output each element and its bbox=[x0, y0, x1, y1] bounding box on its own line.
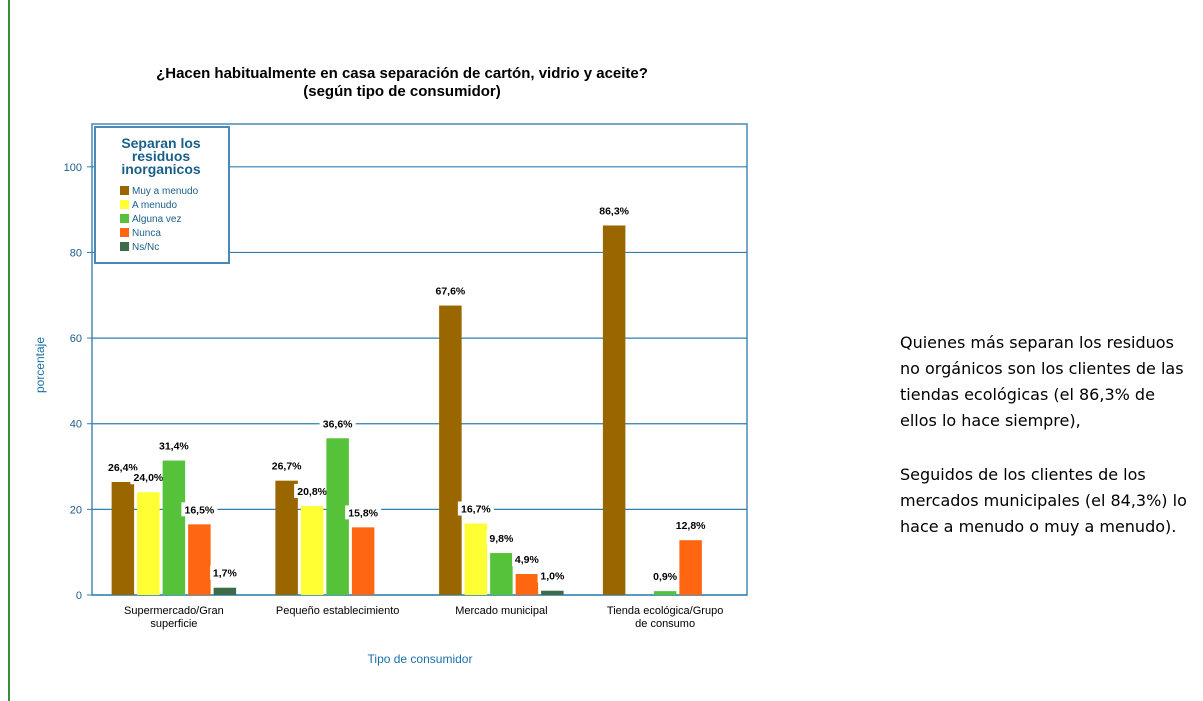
side-commentary: Quienes más separan los residuos no orgá… bbox=[900, 330, 1190, 568]
data-label-bg bbox=[181, 502, 218, 517]
commentary-paragraph-2: Seguidos de los clientes de los mercados… bbox=[900, 465, 1187, 536]
x-category-label: Pequeño establecimiento bbox=[276, 605, 400, 617]
legend-title: Separan los bbox=[121, 135, 201, 151]
bar-supermercado-nunca bbox=[188, 524, 211, 595]
y-tick-label: 40 bbox=[70, 419, 82, 431]
bar-supermercado-a-menudo bbox=[137, 492, 160, 595]
legend-swatch-alguna-vez bbox=[120, 214, 129, 223]
legend-label-nunca: Nunca bbox=[132, 228, 161, 239]
bar-supermercado-muy-a-menudo bbox=[111, 481, 135, 595]
data-label-pequeno-establecimiento-muy-a-menudo: 26,7% bbox=[272, 461, 302, 473]
data-label-supermercado-nunca: 16,5% bbox=[184, 504, 214, 516]
data-label-bg bbox=[268, 458, 305, 473]
data-label-bg bbox=[486, 531, 517, 546]
data-label-tienda-ecologica-alguna-vez: 0,9% bbox=[653, 571, 678, 583]
data-label-bg bbox=[210, 565, 240, 580]
plot-area: 02040608010026,4%24,0%31,4%16,5%1,7%Supe… bbox=[64, 123, 748, 630]
bar-tienda-ecologica-muy-a-menudo bbox=[602, 225, 626, 595]
data-label-pequeno-establecimiento-alguna-vez: 36,6% bbox=[323, 418, 353, 430]
y-tick-label: 0 bbox=[76, 590, 82, 602]
x-category-label: superficie bbox=[150, 618, 197, 630]
legend-label-muy-a-menudo: Muy a menudo bbox=[132, 186, 199, 197]
data-label-bg bbox=[537, 568, 568, 583]
data-label-tienda-ecologica-muy-a-menudo: 86,3% bbox=[599, 205, 629, 217]
bar-mercado-municipal-a-menudo bbox=[464, 523, 488, 595]
legend-label-alguna-vez: Alguna vez bbox=[132, 214, 181, 225]
data-label-supermercado-a-menudo: 24,0% bbox=[133, 472, 163, 484]
chart-title: ¿Hacen habitualmente en casa separación … bbox=[156, 65, 648, 82]
y-tick-label: 20 bbox=[70, 504, 82, 516]
bar-pequeno-establecimiento-a-menudo bbox=[300, 505, 324, 595]
data-label-tienda-ecologica-nunca: 12,8% bbox=[676, 520, 706, 532]
bar-pequeno-establecimiento-muy-a-menudo bbox=[275, 480, 298, 595]
data-label-bg bbox=[432, 283, 469, 298]
data-label-bg bbox=[457, 501, 494, 516]
x-category-label: Mercado municipal bbox=[455, 605, 547, 617]
bar-supermercado-ns-nc bbox=[213, 587, 237, 595]
data-label-bg bbox=[650, 569, 680, 584]
data-label-mercado-municipal-nunca: 4,9% bbox=[515, 554, 540, 566]
left-border-line bbox=[8, 0, 10, 701]
data-label-bg bbox=[672, 518, 709, 533]
legend-box bbox=[94, 126, 230, 264]
legend-swatch-ns-nc bbox=[120, 242, 129, 251]
legend-swatch-muy-a-menudo bbox=[120, 186, 129, 195]
x-category-label: Tienda ecológica/Grupo bbox=[607, 605, 723, 617]
bar-pequeno-establecimiento-alguna-vez bbox=[326, 438, 349, 595]
x-category-label: de consumo bbox=[635, 618, 695, 630]
legend-title: inorganicos bbox=[121, 161, 201, 177]
bar-supermercado-alguna-vez bbox=[162, 460, 186, 595]
bar-mercado-municipal-ns-nc bbox=[541, 590, 564, 595]
commentary-paragraph-1: Quienes más separan los residuos no orgá… bbox=[900, 333, 1184, 430]
data-label-bg bbox=[596, 203, 633, 218]
legend-swatch-nunca bbox=[120, 228, 129, 237]
data-label-bg bbox=[512, 552, 542, 567]
data-label-mercado-municipal-alguna-vez: 9,8% bbox=[489, 533, 514, 545]
x-category-label: Supermercado/Gran bbox=[124, 605, 224, 617]
y-tick-label: 60 bbox=[70, 333, 82, 345]
chart-subtitle: (según tipo de consumidor) bbox=[303, 83, 501, 100]
bar-tienda-ecologica-alguna-vez bbox=[653, 591, 677, 595]
data-label-pequeno-establecimiento-a-menudo: 20,8% bbox=[297, 486, 327, 498]
bar-mercado-municipal-nunca bbox=[515, 574, 539, 595]
y-tick-label: 100 bbox=[64, 162, 82, 174]
data-label-supermercado-alguna-vez: 31,4% bbox=[159, 441, 189, 453]
data-label-mercado-municipal-a-menudo: 16,7% bbox=[461, 503, 491, 515]
data-label-bg bbox=[155, 438, 192, 453]
x-axis-title: Tipo de consumidor bbox=[368, 652, 473, 666]
data-label-mercado-municipal-ns-nc: 1,0% bbox=[540, 571, 565, 583]
legend-label-ns-nc: Ns/Nc bbox=[132, 242, 159, 253]
bar-mercado-municipal-alguna-vez bbox=[490, 553, 513, 595]
bar-chart: ¿Hacen habitualmente en casa separación … bbox=[33, 65, 748, 666]
data-label-bg bbox=[294, 483, 331, 498]
legend-label-a-menudo: A menudo bbox=[132, 200, 177, 211]
y-tick-label: 80 bbox=[70, 247, 82, 259]
bar-tienda-ecologica-nunca bbox=[679, 540, 702, 595]
bar-mercado-municipal-muy-a-menudo bbox=[439, 305, 462, 595]
y-axis-title: porcentaje bbox=[33, 337, 47, 393]
legend-swatch-a-menudo bbox=[120, 200, 129, 209]
data-label-bg bbox=[130, 470, 167, 485]
data-label-pequeno-establecimiento-nunca: 15,8% bbox=[348, 507, 378, 519]
legend-title: residuos bbox=[132, 148, 191, 164]
data-label-bg bbox=[345, 505, 382, 520]
bar-pequeno-establecimiento-nunca bbox=[351, 527, 375, 595]
data-label-mercado-municipal-muy-a-menudo: 67,6% bbox=[435, 286, 465, 298]
data-label-bg bbox=[319, 416, 356, 431]
data-label-supermercado-ns-nc: 1,7% bbox=[213, 568, 238, 580]
